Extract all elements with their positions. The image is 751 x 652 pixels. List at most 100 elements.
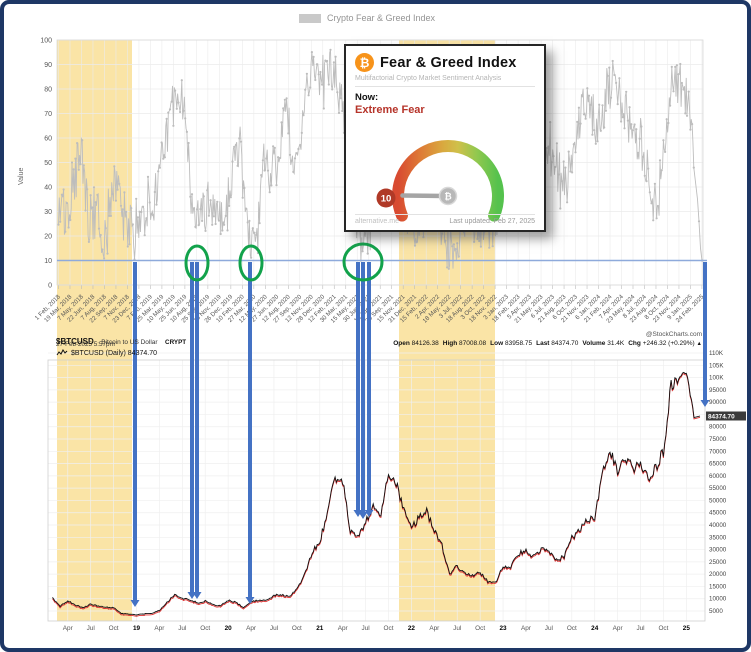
x-tick-label: Jul (453, 625, 461, 632)
data-point (626, 119, 630, 122)
data-point (116, 188, 119, 191)
exchange-code: CRYPT (165, 339, 187, 346)
data-point (135, 197, 138, 200)
x-tick-label: Jul (636, 625, 644, 632)
data-point (143, 234, 146, 237)
series-legend-row: $BTCUSD (Daily) 84374.70 (56, 349, 157, 357)
y-tick-label: 90000 (709, 399, 727, 406)
legend-swatch (299, 13, 321, 23)
data-point (549, 121, 552, 124)
data-point (106, 252, 109, 255)
data-point (337, 111, 341, 114)
data-point (175, 107, 178, 110)
data-point (179, 110, 182, 114)
x-tick-label: Apr (63, 625, 74, 632)
data-point (476, 237, 479, 241)
annotation-arrowhead (364, 510, 374, 517)
panel-header: ₿ Fear & Greed Index (355, 53, 535, 72)
data-point (155, 203, 158, 206)
data-point (473, 240, 476, 243)
now-label: Now: (355, 92, 379, 103)
data-point (57, 223, 60, 226)
data-point (87, 240, 90, 243)
data-point (314, 78, 317, 82)
data-point (643, 174, 646, 177)
data-point (72, 168, 75, 171)
data-point (185, 130, 188, 133)
y-tick-label: 75000 (709, 436, 727, 443)
data-point (109, 214, 112, 217)
data-point (547, 145, 550, 148)
data-point (635, 128, 638, 131)
data-point (261, 159, 264, 162)
panel-subtitle: Multifactorial Crypto Market Sentiment A… (355, 75, 502, 82)
data-point (648, 191, 651, 194)
legend-label: Crypto Fear & Greed Index (327, 13, 436, 23)
data-point (86, 188, 89, 191)
y-tick-label: 20000 (709, 571, 727, 578)
data-point (145, 217, 148, 220)
data-point (170, 100, 173, 103)
data-point (555, 142, 559, 145)
data-point (60, 193, 64, 196)
highlight-circle (184, 244, 210, 282)
data-point (168, 108, 172, 111)
data-point (587, 94, 591, 97)
y-tick-label: 105K (709, 362, 724, 369)
data-point (564, 166, 567, 169)
data-point (131, 223, 134, 226)
data-point (633, 123, 636, 126)
data-point (79, 163, 82, 166)
last-updated: Last updated: Feb 27, 2025 (449, 218, 535, 225)
data-point (631, 129, 635, 132)
data-point (307, 94, 310, 97)
x-tick-label: Apr (246, 625, 257, 632)
data-point (287, 132, 290, 135)
data-point (680, 81, 684, 85)
data-point (679, 62, 682, 66)
btc-price-series (52, 371, 701, 616)
data-point (557, 173, 560, 176)
gauge-hub (438, 186, 458, 206)
data-point (657, 205, 660, 208)
data-point (292, 170, 295, 173)
y-tick-label: 30000 (709, 547, 727, 554)
plot-frame (47, 359, 706, 622)
data-point (638, 137, 641, 140)
data-point (630, 123, 633, 126)
data-point (172, 124, 175, 127)
y-tick-label: 80 (44, 87, 52, 94)
data-point (618, 77, 621, 80)
data-point (130, 207, 133, 210)
data-point (422, 236, 425, 239)
data-point (250, 256, 253, 259)
y-tick-label: 40000 (709, 522, 727, 529)
data-point (658, 159, 662, 162)
data-point (293, 157, 297, 160)
y-tick-label: 15000 (709, 583, 727, 590)
data-point (691, 123, 694, 126)
data-point (62, 188, 65, 191)
plot-frame (56, 39, 704, 286)
data-point (315, 63, 319, 66)
data-point (223, 223, 226, 226)
series-legend: $BTCUSD (Daily) 84374.70 (71, 349, 157, 357)
series-line-icon (56, 349, 68, 356)
source-link[interactable]: alternative.me (355, 218, 399, 225)
data-point (317, 73, 320, 76)
data-point (118, 182, 121, 185)
x-tick-label: 19 (133, 625, 141, 632)
data-point (290, 159, 293, 162)
panel-footer: alternative.me Last updated: Feb 27, 202… (355, 214, 535, 225)
data-point (305, 72, 308, 75)
data-point (687, 90, 690, 93)
data-point (111, 192, 114, 196)
data-point (101, 248, 104, 251)
data-point (560, 180, 564, 183)
data-point (447, 267, 450, 270)
y-tick-label: 40 (44, 185, 52, 192)
data-point (689, 128, 692, 131)
x-tick-label: Apr (613, 625, 624, 632)
data-point (138, 210, 141, 213)
data-point (554, 165, 557, 169)
